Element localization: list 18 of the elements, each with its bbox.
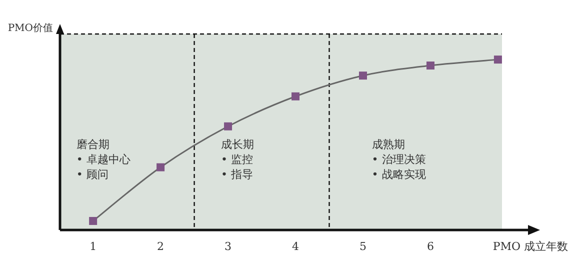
point bbox=[89, 216, 98, 225]
point bbox=[358, 72, 367, 80]
x-tick-label: 6 bbox=[426, 240, 434, 253]
annotation: 成熟期 • 治理决策 • 战略实现 bbox=[372, 138, 426, 181]
x-tick-label: 4 bbox=[292, 240, 300, 253]
point bbox=[426, 62, 434, 70]
x-tick-label: 5 bbox=[359, 240, 366, 253]
point bbox=[224, 122, 232, 130]
x-tick-label: 2 bbox=[157, 240, 164, 253]
x-tick-label: 3 bbox=[224, 240, 232, 253]
annotation: 磨合期 • 卓越中心 • 顾问 bbox=[76, 138, 130, 181]
y-axis-title: PMO价值 bbox=[8, 22, 53, 34]
x-axis-title: PMO 成立年数 bbox=[492, 240, 568, 253]
point bbox=[494, 56, 502, 64]
point bbox=[156, 163, 165, 172]
point bbox=[292, 92, 300, 100]
annotation: 成长期 • 监控 • 指导 bbox=[220, 138, 254, 181]
x-tick-label: 1 bbox=[90, 240, 97, 253]
